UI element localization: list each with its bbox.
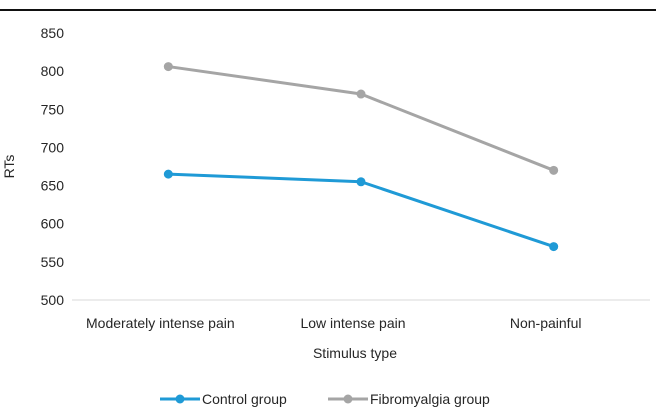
data-point xyxy=(549,242,559,252)
data-point xyxy=(549,165,559,175)
y-tick-label: 850 xyxy=(41,25,65,41)
x-axis-ticks: Moderately intense pain Low intense pain N… xyxy=(86,315,581,331)
y-tick-label: 650 xyxy=(41,178,65,194)
data-point xyxy=(163,62,173,72)
y-tick-label: 750 xyxy=(41,101,65,117)
y-tick-label: 800 xyxy=(41,63,65,79)
legend: Control group Fibromyalgia group xyxy=(160,391,490,407)
series-layer xyxy=(163,62,559,252)
legend-swatch-marker xyxy=(175,394,185,404)
x-tick-label: Moderately intense pain xyxy=(86,315,235,331)
y-tick-label: 550 xyxy=(41,254,65,270)
data-point xyxy=(356,89,366,99)
y-tick-label: 700 xyxy=(41,139,65,155)
x-axis-title: Stimulus type xyxy=(313,345,397,361)
data-point xyxy=(356,177,366,187)
x-tick-label: Low intense pain xyxy=(300,315,405,331)
y-tick-label: 500 xyxy=(41,292,65,308)
y-tick-label: 600 xyxy=(41,216,65,232)
y-axis-title: RTs xyxy=(1,155,17,179)
data-point xyxy=(163,169,173,179)
series-line xyxy=(166,65,556,172)
x-tick-label: Non-painful xyxy=(510,315,582,331)
legend-label: Fibromyalgia group xyxy=(370,391,490,407)
y-axis-ticks: 500 550 600 650 700 750 800 850 xyxy=(41,25,65,308)
legend-swatch-marker xyxy=(343,394,353,404)
legend-label: Control group xyxy=(202,391,287,407)
